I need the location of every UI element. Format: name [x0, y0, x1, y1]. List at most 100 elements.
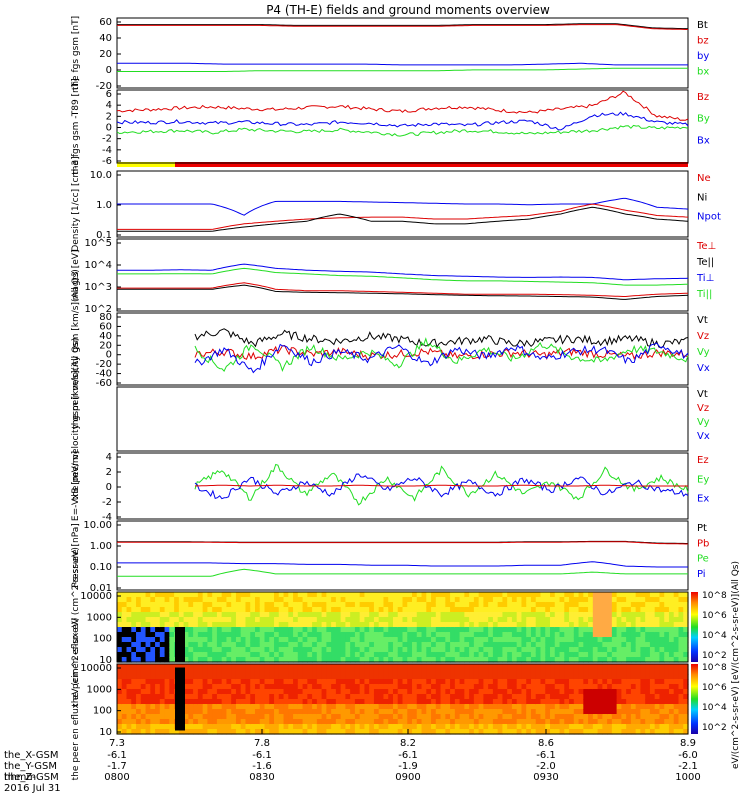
- heatmap-cell: [511, 724, 518, 730]
- heatmap-cell: [331, 627, 337, 633]
- heatmap-cell: [250, 679, 256, 685]
- y-axis-label: the fgs gsm [nT]: [71, 16, 81, 90]
- heatmap-cell: [630, 724, 637, 730]
- heatmap-cell: [254, 657, 261, 663]
- heatmap-cell: [269, 647, 275, 653]
- heatmap-cell: [174, 602, 180, 608]
- heatmap-cell: [245, 689, 251, 695]
- heatmap-cell: [373, 689, 380, 695]
- heatmap-cell: [316, 669, 323, 675]
- heatmap-cell: [312, 627, 318, 633]
- heatmap-cell: [245, 617, 251, 623]
- heatmap-cell: [602, 627, 608, 633]
- heatmap-cell: [136, 714, 142, 720]
- heatmap-cell: [550, 647, 556, 653]
- heatmap-cell: [259, 664, 266, 670]
- heatmap-cell: [159, 607, 166, 613]
- heatmap-cell: [530, 632, 537, 638]
- heatmap-cell: [540, 627, 546, 633]
- heatmap-cell: [207, 622, 213, 628]
- heatmap-cell: [502, 622, 508, 628]
- heatmap-cell: [202, 632, 209, 638]
- heatmap-cell: [573, 704, 580, 710]
- y-tick-label: -60: [96, 378, 112, 389]
- heatmap-cell: [668, 724, 675, 730]
- heatmap-cell: [507, 602, 513, 608]
- heatmap-cell: [583, 674, 589, 680]
- heatmap-cell: [554, 612, 561, 618]
- y-tick-label: 4: [106, 452, 112, 463]
- heatmap-cell: [645, 607, 651, 613]
- heatmap-cell: [293, 714, 299, 720]
- heatmap-cell: [312, 724, 318, 730]
- heatmap-cell: [136, 647, 142, 653]
- heatmap-cell: [535, 679, 542, 685]
- heatmap-cell: [331, 592, 337, 598]
- heatmap-cell: [526, 622, 532, 628]
- heatmap-cell: [216, 617, 223, 623]
- heatmap-cell: [649, 632, 656, 638]
- y-tick-label: 40: [99, 33, 112, 44]
- heatmap-cell: [235, 724, 242, 730]
- heatmap-cell: [197, 627, 204, 633]
- y-tick-label: -20: [96, 81, 112, 92]
- heatmap-cell: [117, 669, 123, 675]
- heatmap-cell: [645, 689, 651, 695]
- heatmap-cell: [193, 699, 199, 705]
- heatmap-cell: [131, 622, 137, 628]
- heatmap-cell: [668, 729, 675, 735]
- heatmap-cell: [193, 664, 199, 670]
- heatmap-cell: [616, 679, 622, 685]
- heatmap-cell: [412, 679, 418, 685]
- heatmap-cell: [297, 689, 304, 695]
- heatmap-cell: [683, 592, 689, 598]
- heatmap-cell: [478, 647, 484, 653]
- heatmap-cell: [193, 607, 199, 613]
- heatmap-cell: [454, 592, 461, 598]
- heatmap-cell: [635, 652, 642, 658]
- heatmap-cell: [293, 674, 299, 680]
- heatmap-cell: [488, 607, 494, 613]
- heatmap-cell: [440, 699, 446, 705]
- heatmap-cell: [254, 729, 261, 735]
- heatmap-cell: [155, 612, 161, 618]
- heatmap-cell: [350, 674, 356, 680]
- heatmap-cell: [550, 709, 556, 715]
- heatmap-cell: [212, 669, 218, 675]
- heatmap-cell: [364, 669, 370, 675]
- heatmap-cell: [245, 637, 251, 643]
- heatmap-cell: [259, 647, 266, 653]
- y-tick-label: 1.00: [90, 541, 112, 552]
- heatmap-cell: [335, 632, 342, 638]
- heatmap-cell: [645, 724, 651, 730]
- heatmap-cell: [335, 622, 342, 628]
- heatmap-cell: [583, 627, 589, 633]
- heatmap-cell: [297, 652, 304, 658]
- heatmap-cell: [435, 657, 442, 663]
- heatmap-cell: [293, 729, 299, 735]
- heatmap-cell: [502, 664, 508, 670]
- heatmap-cell: [416, 709, 423, 715]
- legend-entry: Bx: [697, 135, 710, 146]
- heatmap-cell: [212, 607, 218, 613]
- heatmap-cell: [464, 632, 470, 638]
- heatmap-cell: [488, 617, 494, 623]
- heatmap-cell: [369, 597, 375, 603]
- heatmap-cell: [240, 612, 247, 618]
- heatmap-cell: [378, 647, 385, 653]
- heatmap-cell: [240, 637, 247, 643]
- heatmap-cell: [469, 617, 475, 623]
- heatmap-cell: [659, 627, 665, 633]
- heatmap-cell: [155, 724, 161, 730]
- heatmap-cell: [212, 729, 218, 735]
- heatmap-cell: [212, 617, 218, 623]
- heatmap-cell: [450, 647, 456, 653]
- heatmap-cell: [145, 622, 151, 628]
- heatmap-cell: [516, 669, 523, 675]
- y-tick-label: 20: [99, 340, 112, 351]
- heatmap-cell: [397, 647, 404, 653]
- heatmap-cell: [459, 694, 465, 700]
- heatmap-cell: [502, 709, 508, 715]
- heatmap-cell: [683, 652, 689, 658]
- heatmap-cell: [302, 647, 308, 653]
